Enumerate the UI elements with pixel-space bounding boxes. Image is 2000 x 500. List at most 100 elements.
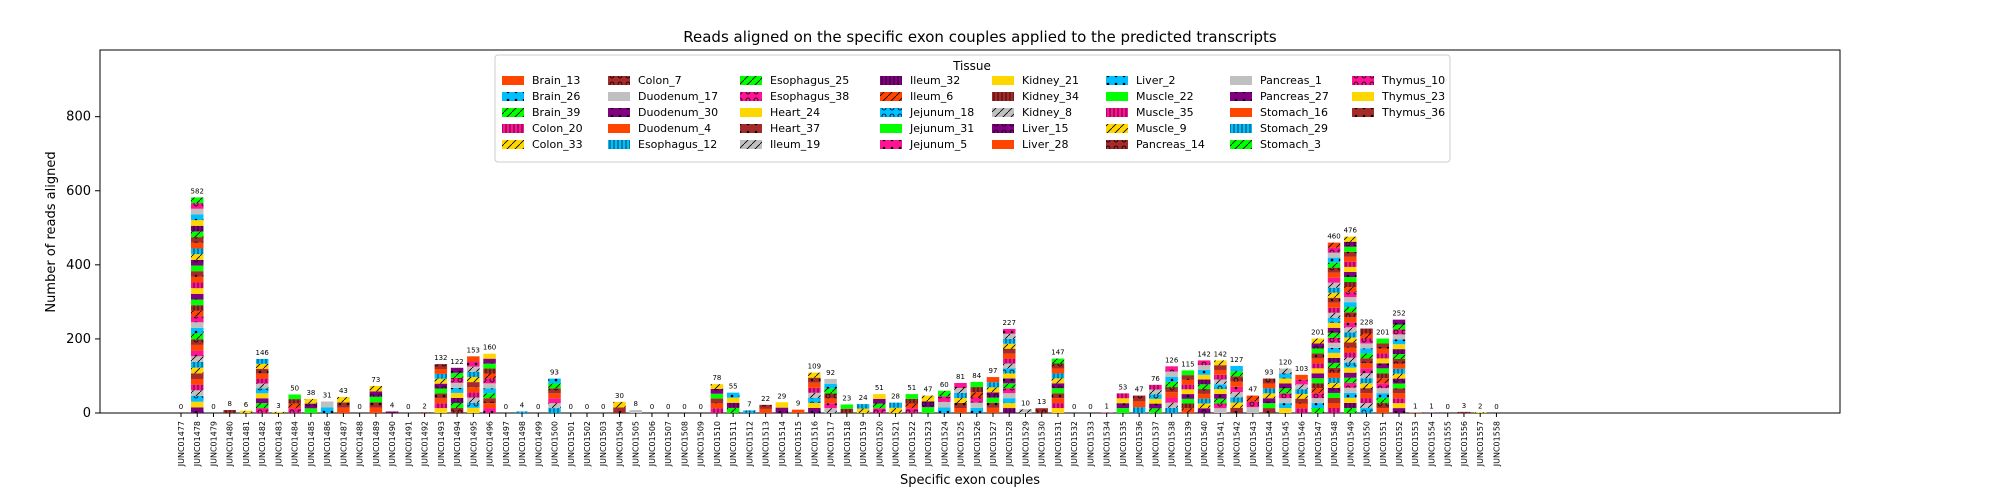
bar-stack: 73 [369, 376, 383, 413]
bar-segment [1214, 369, 1227, 375]
bar-total-label: 28 [891, 393, 900, 401]
bar-total-label: 4 [520, 402, 525, 410]
bar-segment [1360, 373, 1373, 379]
bar-total-label: 109 [808, 363, 821, 371]
x-tick-label: JUNC01549 [1346, 421, 1355, 467]
bar-segment [1181, 389, 1195, 395]
bar-segment [1473, 412, 1487, 413]
legend-entry: Esophagus_38 [740, 90, 849, 103]
bar-segment [726, 407, 740, 413]
bar-segment [938, 407, 951, 413]
bar-segment [190, 407, 204, 413]
bar-segment [629, 410, 642, 413]
bar-segment [434, 373, 448, 379]
legend-entry: Esophagus_25 [740, 74, 849, 87]
bar-stack: 31 [320, 392, 334, 413]
bar-segment [710, 408, 724, 413]
bar-segment [190, 367, 204, 374]
bar-segment [1311, 408, 1325, 413]
legend-swatch [502, 76, 524, 85]
bar-segment [1295, 398, 1308, 404]
bar-segment [418, 412, 431, 413]
legend-entry: Ileum_19 [740, 138, 820, 151]
bar-segment [1327, 367, 1341, 373]
bar-segment [1149, 389, 1162, 395]
bar-segment [1327, 297, 1341, 303]
bar-total-label: 476 [1344, 227, 1358, 235]
bar-total-label: 160 [483, 344, 496, 352]
bar-segment [1311, 338, 1325, 344]
legend-label: Ileum_32 [910, 74, 960, 87]
legend-label: Brain_26 [532, 90, 580, 103]
bar-segment [1344, 276, 1357, 283]
bar-segment [1262, 408, 1276, 413]
x-axis-label: Specific exon couples [900, 473, 1040, 488]
bar-segment [190, 276, 204, 283]
bar-total-label: 60 [940, 381, 949, 389]
bar-segment [1327, 327, 1341, 333]
bar-segment [1197, 374, 1211, 380]
bar-segment [1295, 389, 1308, 394]
bar-segment [1246, 407, 1260, 413]
bar-segment [808, 372, 821, 378]
bar-segment [1327, 277, 1341, 283]
x-tick-label: JUNC01494 [453, 421, 462, 467]
bar-segment [1344, 241, 1357, 247]
bar-segment [824, 403, 837, 409]
bar-segment [1344, 317, 1357, 323]
bar-total-label: 122 [450, 358, 463, 366]
bar-stack: 24 [856, 394, 870, 413]
bar-segment [190, 333, 204, 340]
x-tick-label: JUNC01535 [1119, 421, 1128, 467]
bar-segment [1344, 332, 1357, 338]
bar-segment [1197, 365, 1211, 370]
x-tick-label: JUNC01521 [892, 421, 901, 467]
bar-total-label: 81 [956, 373, 965, 381]
bar-segment [1376, 398, 1390, 404]
bar-stack: 7 [743, 400, 756, 413]
bar-segment [710, 393, 724, 399]
bar-segment [1344, 397, 1357, 403]
bar-segment [970, 407, 984, 413]
bar-segment [1149, 403, 1162, 409]
bar-segment [337, 397, 350, 403]
bar-segment [190, 305, 204, 311]
x-tick-label: JUNC01516 [810, 421, 819, 467]
bar-segment [954, 397, 967, 403]
bar-stack: 120 [1279, 359, 1292, 413]
bar-stack: 13 [1035, 398, 1048, 413]
bar-segment [1327, 322, 1341, 328]
bar-segment [483, 353, 496, 359]
bar-stack: 93 [548, 369, 561, 413]
legend-label: Stomach_16 [1260, 106, 1328, 119]
bar-stack: 10 [1019, 399, 1032, 413]
legend-swatch [992, 108, 1014, 117]
bar-segment [1051, 378, 1065, 384]
bar-stack: 142 [1197, 350, 1211, 413]
bar-segment [1116, 403, 1130, 409]
legend-entry: Kidney_34 [992, 90, 1079, 103]
bar-segment [1181, 370, 1195, 376]
x-tick-label: JUNC01548 [1330, 421, 1339, 467]
bar-segment [190, 310, 204, 317]
bar-total-label: 115 [1181, 360, 1194, 368]
bar-stack: 227 [1003, 319, 1016, 413]
legend-swatch [740, 124, 762, 133]
legend-label: Stomach_29 [1260, 122, 1328, 135]
bar-total-label: 0 [1088, 403, 1092, 411]
legend-entry: Kidney_8 [992, 106, 1072, 119]
bar-stack: 0 [585, 403, 589, 411]
x-tick-label: JUNC01514 [778, 421, 787, 467]
bar-stack: 1 [1100, 403, 1113, 413]
bar-segment [970, 387, 984, 393]
bar-segment [1344, 266, 1357, 272]
bar-stack: 0 [601, 403, 605, 411]
bar-segment [921, 395, 935, 402]
x-tick-label: JUNC01525 [957, 421, 966, 467]
bar-stack: 476 [1344, 227, 1358, 413]
bar-segment [190, 220, 204, 226]
bar-stack: 146 [255, 349, 269, 413]
bar-segment [255, 393, 269, 399]
bar-segment [369, 391, 383, 397]
bar-segment [938, 396, 951, 402]
